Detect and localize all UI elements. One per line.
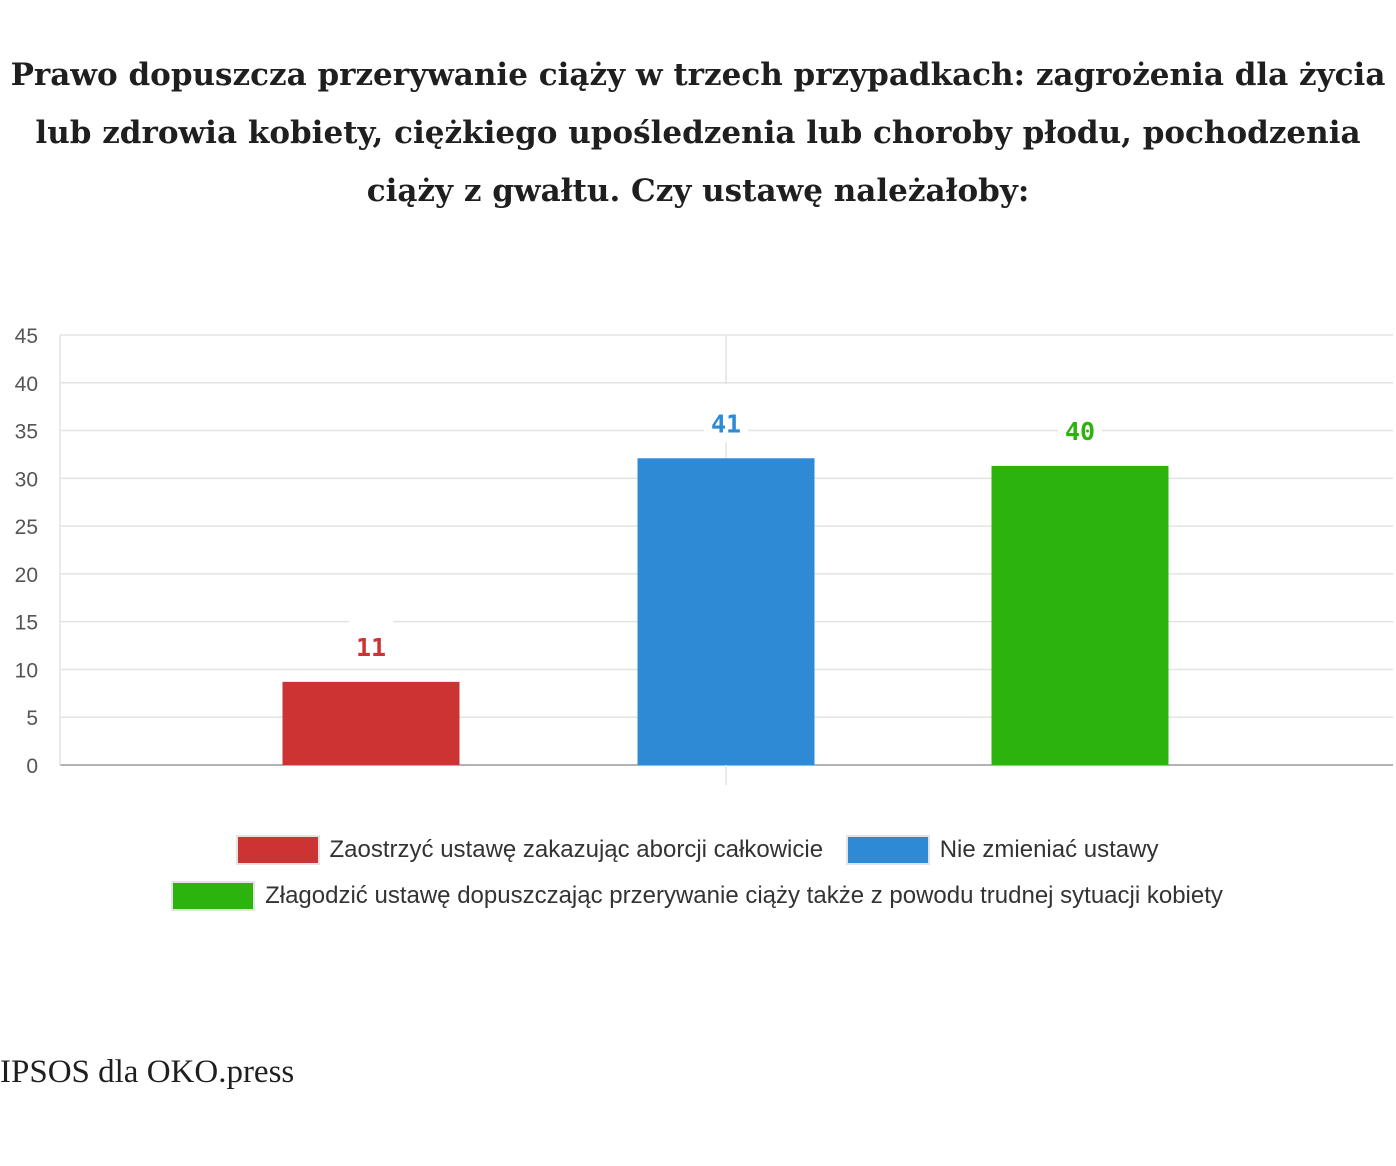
legend-row-2: Złagodzić ustawę dopuszczając przerywani… [0, 882, 1396, 916]
y-tick-label: 20 [15, 564, 38, 587]
data-label-background [1058, 391, 1102, 450]
legend-item-zaostrzyc[interactable]: Zaostrzyć ustawę zakazując aborcji całko… [237, 836, 824, 864]
y-tick-label: 35 [15, 421, 38, 444]
y-tick-label: 15 [15, 612, 38, 635]
data-label: 40 [1065, 417, 1095, 446]
y-tick-label: 10 [15, 659, 38, 682]
data-label: 41 [711, 409, 741, 438]
y-tick-label: 30 [15, 468, 38, 491]
data-label: 11 [356, 633, 386, 662]
y-tick-label: 5 [26, 707, 38, 730]
bar-zaostrzyc[interactable] [282, 681, 460, 765]
data-label-background [704, 384, 748, 443]
legend-swatch-green [173, 883, 254, 909]
chart-title: Prawo dopuszcza przerywanie ciąży w trze… [10, 57, 1386, 209]
y-axis-tick-labels: 0 5 10 15 20 25 30 35 40 45 [15, 325, 38, 778]
y-tick-label: 25 [15, 516, 38, 539]
legend-label: Nie zmieniać ustawy [939, 836, 1159, 863]
bars [282, 458, 1169, 765]
legend-swatch-red [237, 837, 318, 863]
y-tick-label: 40 [15, 373, 38, 396]
source-credit: IPSOS dla OKO.press [0, 1054, 295, 1090]
legend-item-nie-zmieniac[interactable]: Nie zmieniać ustawy [847, 836, 1159, 864]
legend-label: Złagodzić ustawę dopuszczając przerywani… [265, 882, 1223, 909]
legend-label: Zaostrzyć ustawę zakazując aborcji całko… [329, 836, 824, 863]
bar-nie-zmieniac[interactable] [637, 458, 815, 765]
y-tick-label: 45 [15, 325, 38, 348]
data-label-background [349, 607, 393, 666]
y-tick-label: 0 [26, 755, 38, 778]
legend-row-1: Zaostrzyć ustawę zakazując aborcji całko… [0, 836, 1396, 870]
legend-swatch-blue [847, 837, 928, 863]
legend-item-zlagodzic[interactable]: Złagodzić ustawę dopuszczając przerywani… [173, 882, 1223, 910]
bar-zlagodzic[interactable] [991, 465, 1169, 765]
bar-chart: 0 5 10 15 20 25 30 35 40 45 11 41 40 [15, 325, 1393, 785]
data-labels: 11 41 40 [349, 384, 1102, 666]
